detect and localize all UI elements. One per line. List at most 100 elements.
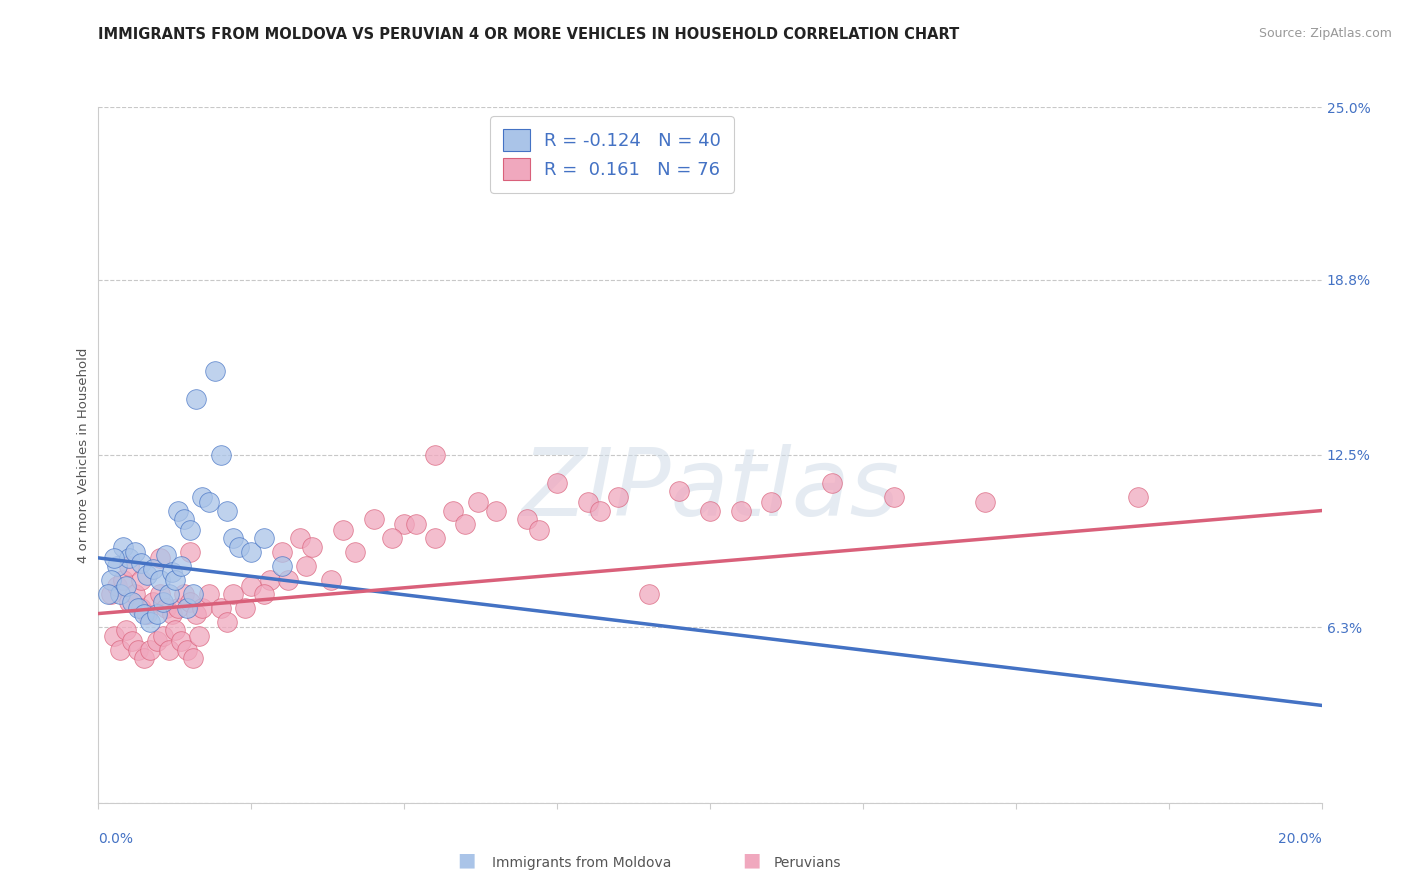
Point — [381, 532, 404, 546]
Point — [883, 490, 905, 504]
Point — [290, 532, 312, 546]
Point — [270, 545, 294, 559]
Point — [134, 651, 156, 665]
Point — [121, 595, 143, 609]
Point — [118, 550, 141, 565]
Point — [179, 595, 201, 609]
Point — [546, 475, 568, 490]
Point — [167, 601, 190, 615]
Text: Source: ZipAtlas.com: Source: ZipAtlas.com — [1258, 27, 1392, 40]
Point — [485, 503, 508, 517]
Point — [176, 601, 198, 615]
Point — [157, 642, 180, 657]
Point — [152, 595, 174, 609]
Point — [191, 601, 214, 615]
Point — [129, 601, 152, 615]
Point — [181, 651, 204, 665]
Point — [118, 559, 141, 574]
Point — [97, 587, 120, 601]
Point — [115, 579, 138, 593]
Point — [191, 490, 214, 504]
Point — [145, 634, 167, 648]
Point — [170, 559, 193, 574]
Point — [186, 607, 208, 621]
Legend: R = -0.124   N = 40, R =  0.161   N = 76: R = -0.124 N = 40, R = 0.161 N = 76 — [491, 116, 734, 193]
Point — [124, 587, 146, 601]
Point — [127, 601, 149, 615]
Point — [209, 601, 232, 615]
Point — [111, 573, 134, 587]
Point — [142, 562, 165, 576]
Point — [157, 587, 180, 601]
Point — [295, 559, 318, 574]
Point — [170, 634, 193, 648]
Point — [111, 540, 134, 554]
Point — [589, 503, 612, 517]
Point — [668, 484, 690, 499]
Point — [576, 495, 599, 509]
Point — [108, 642, 131, 657]
Point — [118, 595, 141, 609]
Point — [821, 475, 844, 490]
Point — [527, 523, 550, 537]
Point — [179, 523, 201, 537]
Point — [516, 512, 538, 526]
Text: ZIPatlas: ZIPatlas — [522, 444, 898, 535]
Point — [277, 573, 299, 587]
Point — [761, 495, 783, 509]
Point — [173, 587, 195, 601]
Point — [405, 517, 427, 532]
Point — [363, 512, 385, 526]
Point — [215, 615, 238, 629]
Point — [423, 448, 446, 462]
Point — [699, 503, 721, 517]
Point — [974, 495, 997, 509]
Point — [163, 624, 186, 638]
Point — [103, 629, 125, 643]
Point — [149, 573, 172, 587]
Point — [155, 548, 177, 562]
Point — [167, 503, 190, 517]
Point — [127, 642, 149, 657]
Point — [252, 587, 274, 601]
Point — [454, 517, 477, 532]
Point — [344, 545, 367, 559]
Text: Peruvians: Peruvians — [773, 855, 841, 870]
Point — [252, 532, 274, 546]
Point — [100, 587, 122, 601]
Point — [209, 448, 232, 462]
Point — [607, 490, 630, 504]
Point — [179, 545, 201, 559]
Point — [139, 642, 162, 657]
Point — [149, 550, 172, 565]
Point — [259, 573, 281, 587]
Point — [136, 567, 159, 582]
Point — [152, 629, 174, 643]
Point — [197, 495, 219, 509]
Point — [105, 579, 128, 593]
Text: Immigrants from Moldova: Immigrants from Moldova — [492, 855, 672, 870]
Point — [423, 532, 446, 546]
Text: 0.0%: 0.0% — [98, 832, 134, 846]
Point — [467, 495, 489, 509]
Text: 20.0%: 20.0% — [1278, 832, 1322, 846]
Point — [100, 573, 122, 587]
Point — [215, 503, 238, 517]
Point — [204, 364, 226, 378]
Point — [392, 517, 416, 532]
Point — [105, 559, 128, 574]
Point — [730, 503, 752, 517]
Point — [115, 624, 138, 638]
Point — [163, 573, 186, 587]
Point — [228, 540, 250, 554]
Point — [176, 642, 198, 657]
Point — [638, 587, 661, 601]
Point — [240, 545, 263, 559]
Point — [222, 587, 245, 601]
Point — [332, 523, 354, 537]
Point — [139, 615, 162, 629]
Text: ■: ■ — [457, 851, 475, 870]
Point — [1128, 490, 1150, 504]
Point — [136, 607, 159, 621]
Y-axis label: 4 or more Vehicles in Household: 4 or more Vehicles in Household — [77, 347, 90, 563]
